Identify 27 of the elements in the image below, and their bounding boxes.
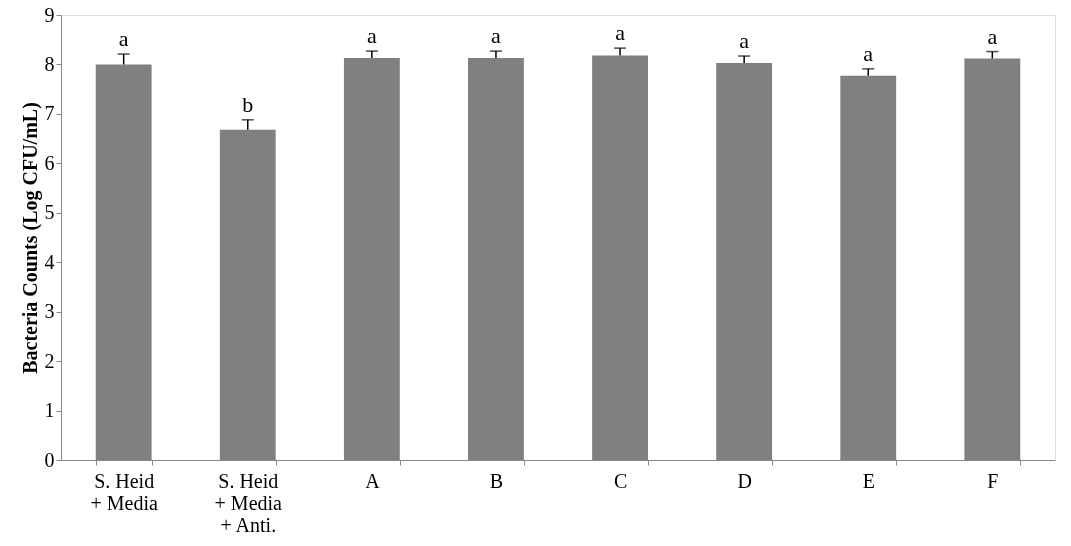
annotation: a	[366, 23, 377, 49]
y-tick-label: 3	[44, 300, 55, 323]
x-tick-label: B	[489, 469, 504, 492]
x-tick-label: C	[613, 469, 628, 492]
y-tick-label: 4	[44, 250, 55, 273]
y-tick-label: 7	[44, 102, 55, 125]
annotation: a	[491, 23, 502, 49]
y-tick-label: 0	[44, 448, 55, 471]
x-tick-label: S. Heid + Media + Anti.	[214, 469, 283, 536]
x-tick-label: D	[737, 469, 752, 492]
annotation: a	[615, 20, 626, 46]
annotation: b	[242, 91, 254, 117]
y-tick-label: 9	[44, 3, 55, 26]
y-tick-label: 6	[44, 151, 55, 174]
y-tick-label: 8	[44, 52, 55, 75]
x-tick-label: A	[365, 469, 381, 492]
annotation: a	[739, 28, 750, 54]
annotation: a	[863, 40, 874, 66]
y-tick-label: 5	[44, 201, 55, 224]
x-tick-label: S. Heid + Media	[90, 469, 158, 514]
x-tick-label: F	[987, 469, 999, 492]
annotation: a	[987, 23, 998, 49]
y-axis-title: Bacteria Counts (Log CFU/mL)	[18, 102, 42, 374]
y-tick-label: 2	[44, 349, 55, 372]
y-tick-label: 1	[44, 399, 55, 422]
x-tick-label: E	[862, 469, 875, 492]
annotation: a	[118, 26, 129, 52]
